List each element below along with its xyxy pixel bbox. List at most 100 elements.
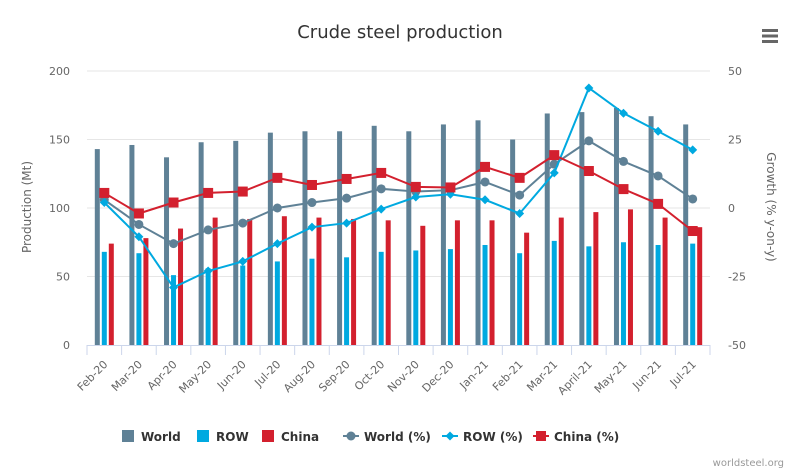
point-world-pct[interactable] <box>688 194 698 204</box>
point-china-pct[interactable] <box>376 167 387 178</box>
bar-row[interactable] <box>482 244 488 345</box>
point-china-pct[interactable] <box>272 172 283 183</box>
bar-china[interactable] <box>420 225 426 345</box>
bar-world[interactable] <box>440 124 446 346</box>
bar-world[interactable] <box>510 139 516 346</box>
point-world-pct[interactable] <box>376 184 386 194</box>
bar-china[interactable] <box>316 217 322 345</box>
bar-world[interactable] <box>164 157 170 345</box>
point-world-pct[interactable] <box>515 190 525 200</box>
bar-china[interactable] <box>178 228 184 345</box>
bar-row[interactable] <box>586 246 592 345</box>
bar-china[interactable] <box>454 220 460 345</box>
point-world-pct[interactable] <box>584 136 594 146</box>
legend-item-row[interactable]: ROW <box>197 430 249 444</box>
bar-world[interactable] <box>267 132 273 345</box>
point-china-pct[interactable] <box>687 226 698 237</box>
point-world-pct[interactable] <box>272 203 282 213</box>
point-row-pct[interactable] <box>515 208 525 218</box>
bar-world[interactable] <box>579 112 585 345</box>
point-china-pct[interactable] <box>549 150 560 161</box>
bar-row[interactable] <box>240 265 246 345</box>
bar-china[interactable] <box>108 243 114 345</box>
bar-china[interactable] <box>489 220 495 345</box>
bar-world[interactable] <box>544 113 550 345</box>
bar-row[interactable] <box>171 275 177 345</box>
bar-world[interactable] <box>613 107 619 346</box>
credit-link[interactable]: worldsteel.org <box>713 458 784 469</box>
point-china-pct[interactable] <box>341 173 352 184</box>
bar-row[interactable] <box>274 261 280 345</box>
point-china-pct[interactable] <box>237 186 248 197</box>
point-row-pct[interactable] <box>653 126 663 136</box>
bar-row[interactable] <box>309 258 315 345</box>
point-row-pct[interactable] <box>342 218 352 228</box>
legend-marker[interactable] <box>445 431 455 441</box>
legend-marker[interactable] <box>346 431 356 441</box>
bar-row[interactable] <box>205 268 211 345</box>
point-row-pct[interactable] <box>549 168 559 178</box>
bar-china[interactable] <box>558 217 564 345</box>
point-china-pct[interactable] <box>410 181 421 192</box>
point-row-pct[interactable] <box>480 195 490 205</box>
point-row-pct[interactable] <box>203 266 213 276</box>
bar-china[interactable] <box>593 212 599 345</box>
point-row-pct[interactable] <box>688 145 698 155</box>
bar-world[interactable] <box>683 124 689 346</box>
point-row-pct[interactable] <box>169 282 179 292</box>
bar-china[interactable] <box>143 238 149 345</box>
bar-china[interactable] <box>385 220 391 345</box>
bar-world[interactable] <box>475 120 481 345</box>
bar-row[interactable] <box>344 257 350 345</box>
bar-china[interactable] <box>281 216 287 345</box>
chart-menu-button[interactable] <box>758 26 782 46</box>
point-world-pct[interactable] <box>238 218 248 228</box>
point-world-pct[interactable] <box>342 193 352 203</box>
legend-item-world[interactable]: World <box>122 430 181 444</box>
point-world-pct[interactable] <box>618 156 628 166</box>
bar-world[interactable] <box>648 116 654 346</box>
bar-world[interactable] <box>94 149 100 345</box>
bar-china[interactable] <box>212 217 218 345</box>
legend-item-row-pct[interactable]: ROW (%) <box>442 430 523 444</box>
bar-world[interactable] <box>302 131 308 345</box>
point-china-pct[interactable] <box>514 172 525 183</box>
point-china-pct[interactable] <box>203 187 214 198</box>
bar-row[interactable] <box>101 251 107 345</box>
bar-row[interactable] <box>136 253 142 345</box>
point-world-pct[interactable] <box>203 225 213 235</box>
bar-china[interactable] <box>627 209 633 345</box>
point-world-pct[interactable] <box>653 171 663 181</box>
bar-row[interactable] <box>378 251 384 345</box>
bar-row[interactable] <box>655 244 661 345</box>
bar-china[interactable] <box>351 218 357 345</box>
point-row-pct[interactable] <box>307 222 317 232</box>
bar-china[interactable] <box>662 217 668 345</box>
legend-item-china-pct[interactable]: China (%) <box>533 430 619 444</box>
point-china-pct[interactable] <box>133 208 144 219</box>
legend-item-world-pct[interactable]: World (%) <box>343 430 431 444</box>
bar-china[interactable] <box>247 218 253 345</box>
bar-row[interactable] <box>690 243 696 345</box>
point-row-pct[interactable] <box>134 232 144 242</box>
bar-row[interactable] <box>517 253 523 345</box>
bar-world[interactable] <box>233 140 239 345</box>
bar-world[interactable] <box>129 144 135 345</box>
bar-world[interactable] <box>198 142 204 345</box>
point-china-pct[interactable] <box>168 197 179 208</box>
point-world-pct[interactable] <box>480 177 490 187</box>
bar-row[interactable] <box>620 242 626 345</box>
point-world-pct[interactable] <box>169 239 179 249</box>
point-china-pct[interactable] <box>445 182 456 193</box>
point-row-pct[interactable] <box>99 198 109 208</box>
point-china-pct[interactable] <box>653 198 664 209</box>
bar-world[interactable] <box>371 125 377 345</box>
legend-marker[interactable] <box>536 431 546 441</box>
point-china-pct[interactable] <box>99 187 110 198</box>
bar-world[interactable] <box>337 131 343 345</box>
point-row-pct[interactable] <box>584 83 594 93</box>
point-world-pct[interactable] <box>134 219 144 229</box>
point-china-pct[interactable] <box>306 179 317 190</box>
point-row-pct[interactable] <box>618 108 628 118</box>
bar-world[interactable] <box>406 131 412 345</box>
